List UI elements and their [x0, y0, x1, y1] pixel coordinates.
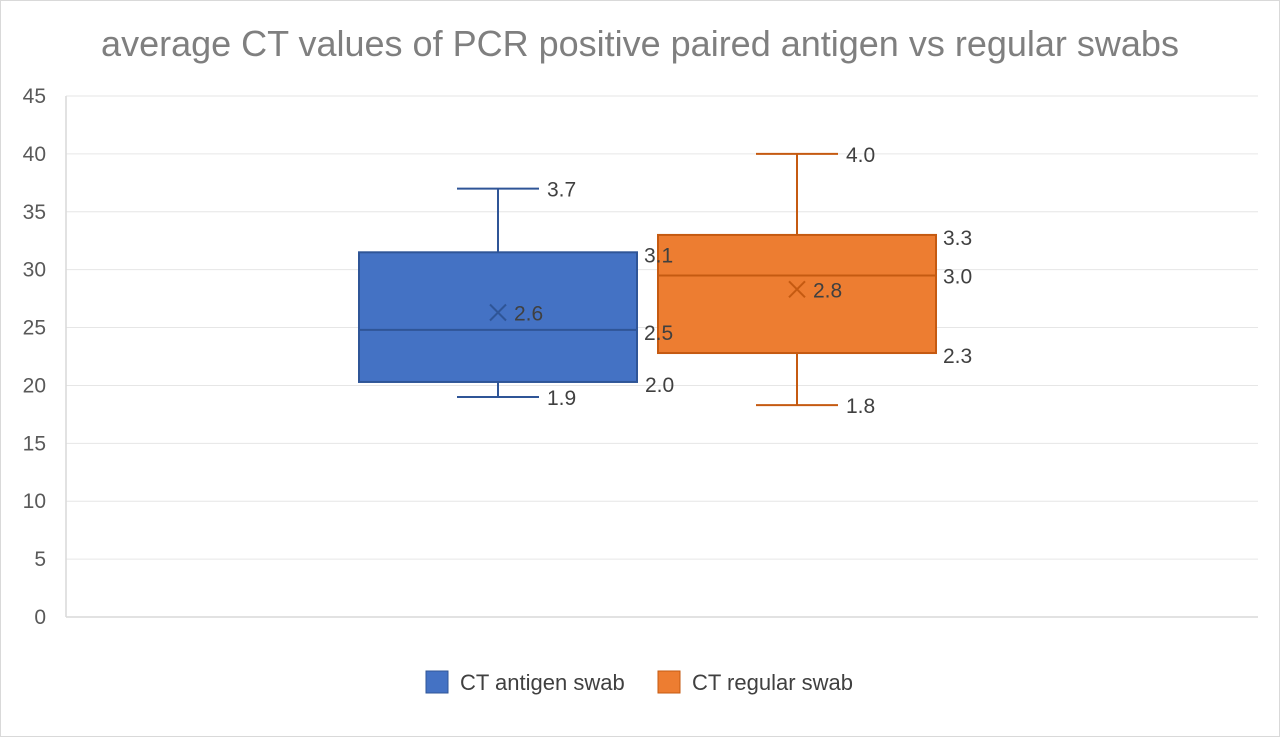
- gridlines: [65, 95, 1258, 618]
- label-min: 1.9: [547, 387, 576, 410]
- label-max: 3.7: [547, 179, 576, 202]
- y-tick-label: 20: [23, 374, 46, 397]
- iqr-box: [657, 233, 937, 355]
- data-labels: 3.7 1.9 2.6 3.1 2.5 2.0 4.0 1.8 2.8 3.3 3.0 2.3: [514, 144, 972, 418]
- mean-marker: [489, 303, 507, 322]
- legend-swatch: [425, 670, 449, 694]
- y-tick-label: 45: [23, 85, 46, 108]
- label-mean: 2.8: [813, 279, 842, 302]
- label-mean: 2.6: [514, 303, 543, 326]
- label-q1: 2.3: [943, 345, 972, 368]
- mean-marker: [788, 280, 806, 299]
- y-tick-label: 25: [23, 317, 46, 340]
- label-q3: 3.3: [943, 227, 972, 250]
- chart-title: average CT values of PCR positive paired…: [101, 23, 1179, 64]
- y-tick-label: 5: [34, 548, 46, 571]
- label-q3: 3.1: [644, 244, 673, 267]
- label-median: 2.5: [644, 322, 673, 345]
- y-tick-label: 15: [23, 432, 46, 455]
- y-tick-label: 30: [23, 259, 46, 282]
- label-q1: 2.0: [645, 374, 674, 397]
- box-regular: [657, 152, 937, 407]
- legend-swatch: [657, 670, 681, 694]
- legend-label: CT antigen swab: [460, 670, 625, 695]
- iqr-box: [358, 251, 638, 383]
- y-tick-label: 0: [34, 606, 46, 629]
- box-antigen: [358, 187, 638, 399]
- y-tick-label: 40: [23, 143, 46, 166]
- boxes: [358, 152, 937, 407]
- legend-label: CT regular swab: [692, 670, 853, 695]
- label-max: 4.0: [846, 144, 875, 167]
- label-min: 1.8: [846, 395, 875, 418]
- y-tick-label: 35: [23, 201, 46, 224]
- y-axis-ticks: 0 5 10 15 20 25 30 35 40 45: [23, 85, 46, 629]
- y-tick-label: 10: [23, 490, 46, 513]
- label-median: 3.0: [943, 265, 972, 288]
- legend: CT antigen swab CT regular swab: [425, 670, 853, 695]
